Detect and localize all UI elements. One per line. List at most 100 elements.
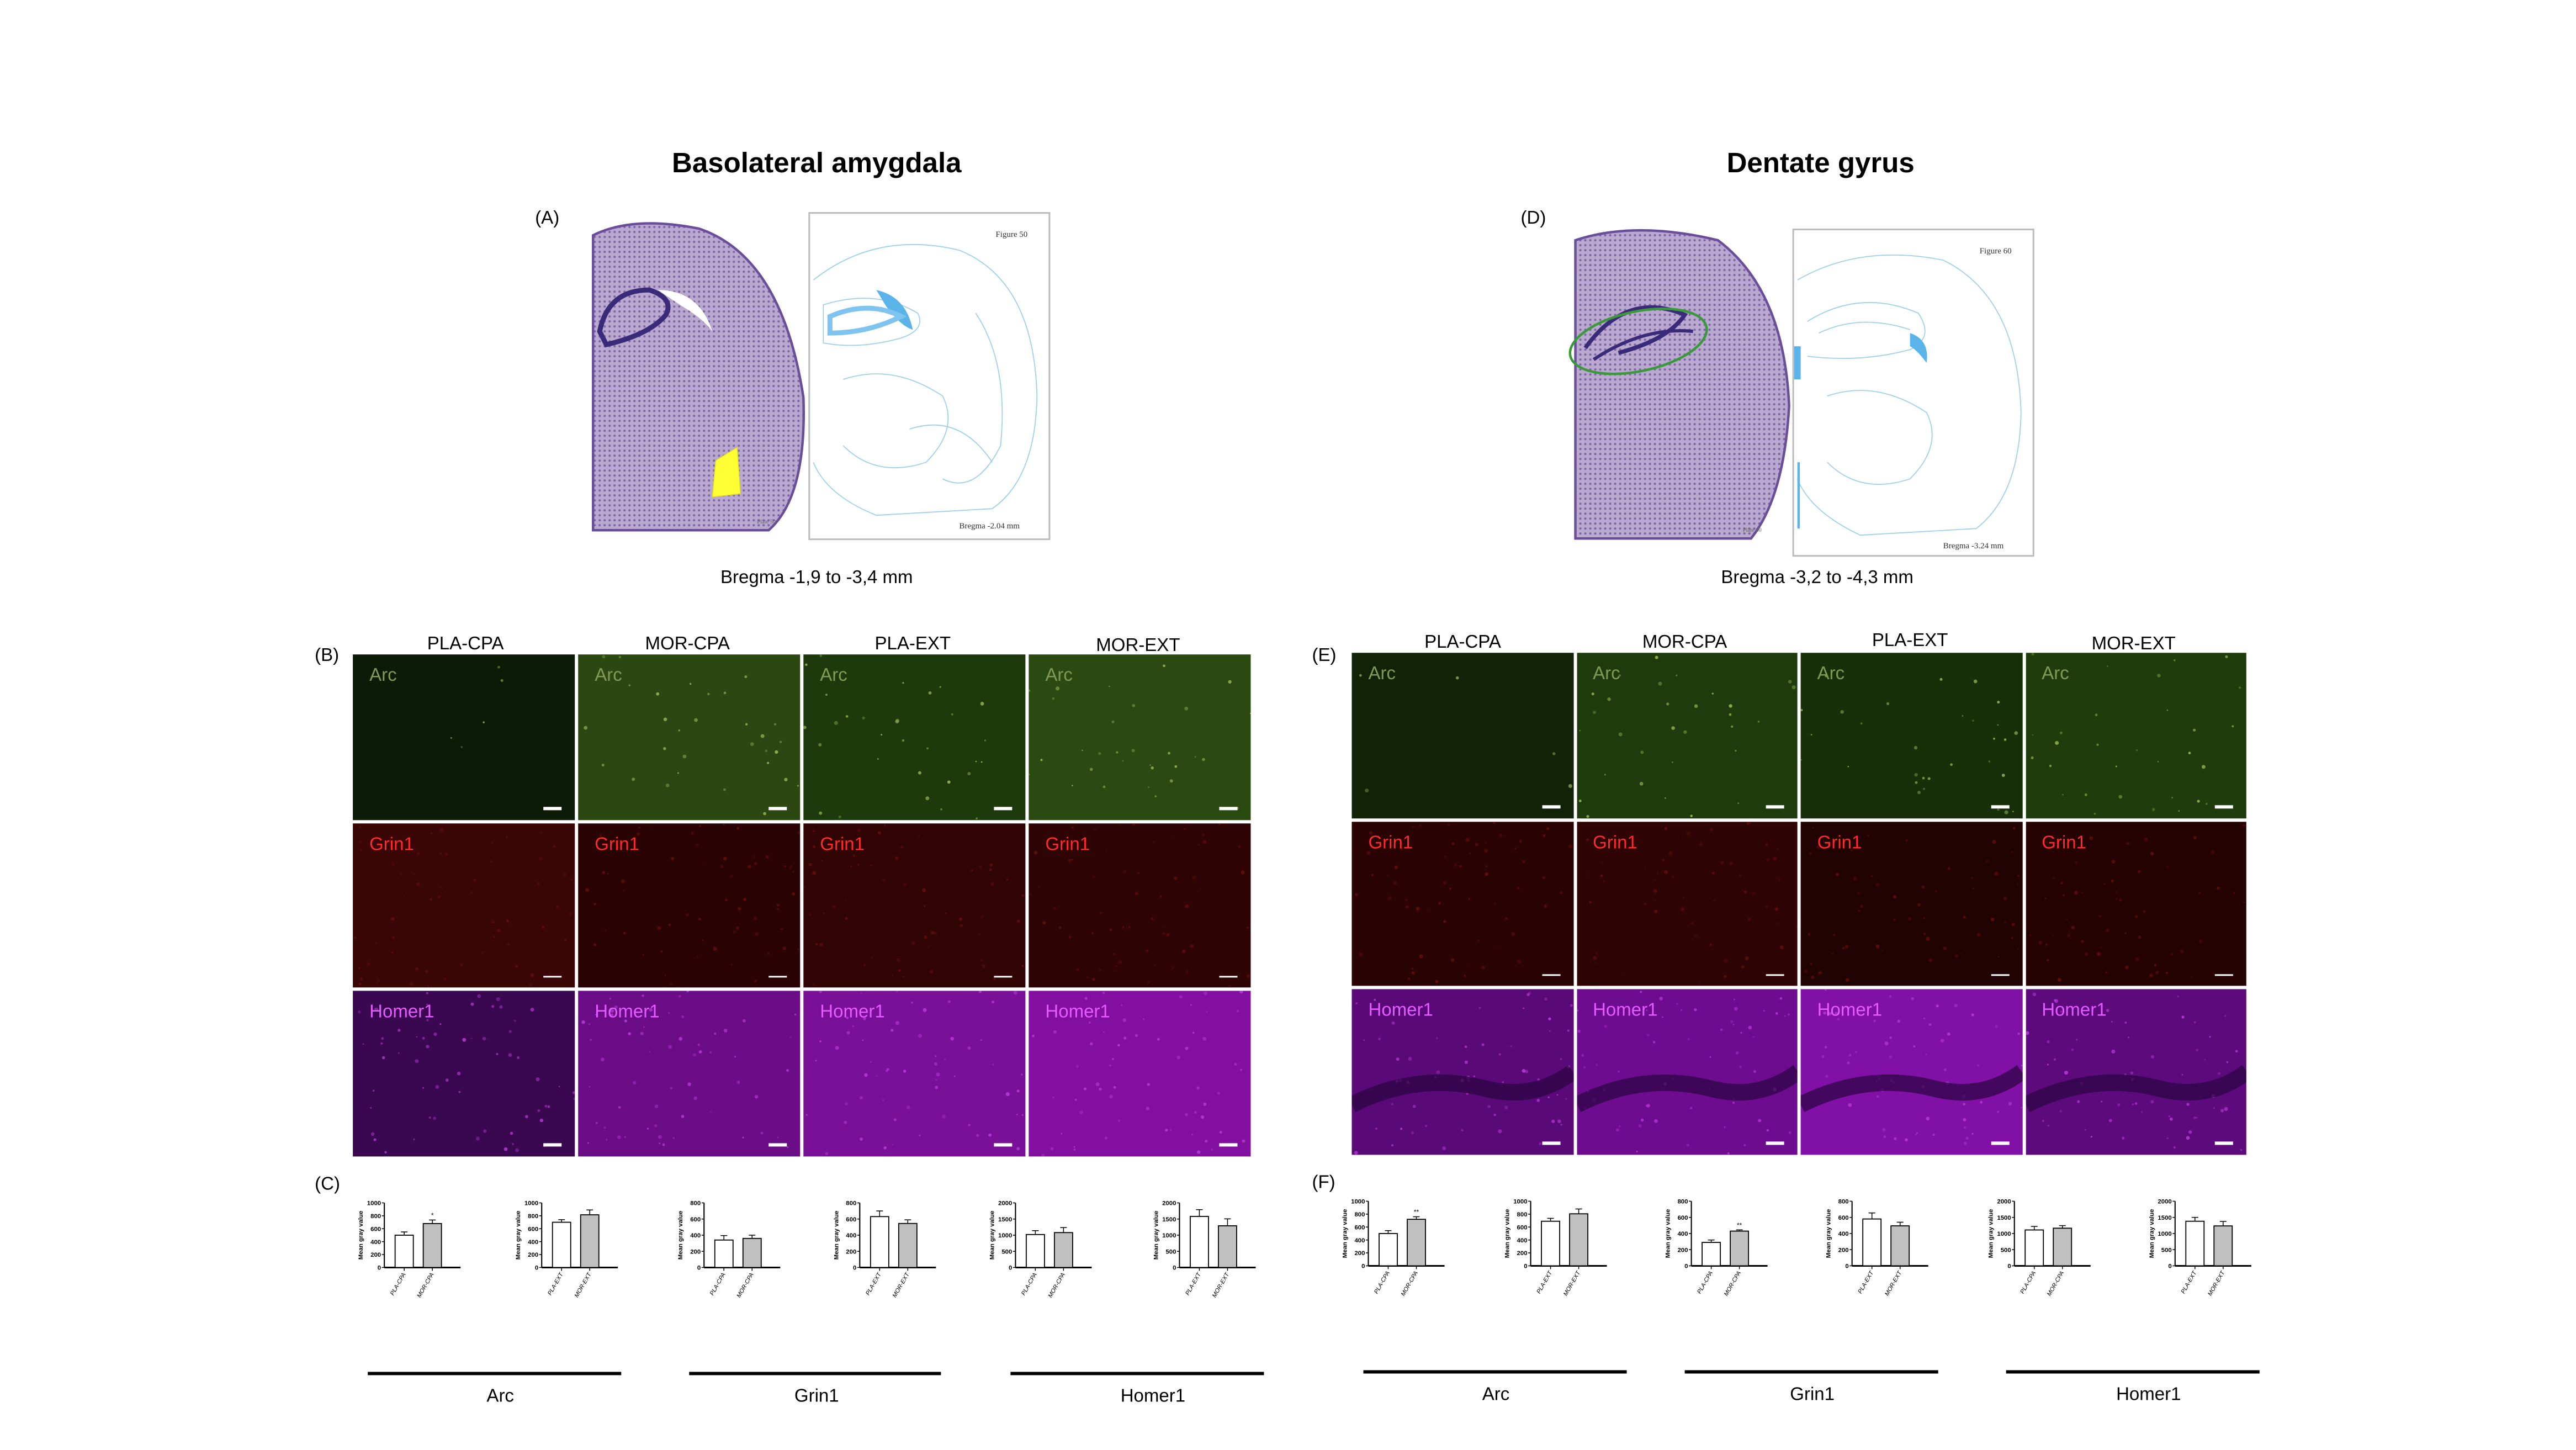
- dg-column-header: PLA-EXT: [1872, 631, 1948, 652]
- y-axis-label: Mean gray value: [1988, 1209, 1995, 1258]
- x-tick-label: PLA-CPA: [1373, 1270, 1391, 1295]
- bar-chart-F-arc-ext: 0 200 400 600 800 1000 Mean gray value PLA-EXT M…: [1494, 1188, 1644, 1353]
- y-tick-label: 0: [1009, 1265, 1012, 1272]
- marker-label: Homer1: [1368, 1001, 1433, 1022]
- micrograph-arc-mor-cpa: Arc: [578, 654, 801, 820]
- y-tick-label: 200: [1838, 1247, 1849, 1253]
- micrograph-arc-mor-ext: Arc: [2025, 653, 2246, 818]
- x-tick-label: PLA-CPA: [1020, 1272, 1038, 1296]
- y-axis-label: Mean gray value: [1826, 1209, 1832, 1258]
- scale-bar: [768, 807, 787, 810]
- y-axis-label: Mean gray value: [677, 1211, 684, 1260]
- marker-label: Homer1: [369, 1003, 434, 1023]
- y-tick-label: 200: [846, 1248, 856, 1255]
- x-tick-label: MOR-EXT: [574, 1271, 593, 1299]
- dg-column-header: PLA-CPA: [1424, 633, 1501, 653]
- x-tick-label: PLA-EXT: [1535, 1269, 1554, 1295]
- marker-label: Grin1: [595, 834, 639, 855]
- y-tick-label: 400: [370, 1239, 381, 1246]
- bar-chart-C-arc-cpa: 0 200 400 600 800 1000 Mean gray value PLA-CPA M…: [348, 1189, 497, 1355]
- svg-text:Figure 60: Figure 60: [1980, 247, 2012, 256]
- y-axis-label: Mean gray value: [1665, 1209, 1672, 1258]
- y-tick-label: 0: [853, 1265, 856, 1272]
- y-tick-label: 200: [1354, 1250, 1365, 1257]
- y-tick-label: 200: [1517, 1250, 1528, 1257]
- y-tick-label: 600: [690, 1216, 701, 1223]
- scale-bar: [994, 807, 1013, 810]
- bar-mor-ext: [580, 1214, 600, 1268]
- y-tick-label: 1500: [2158, 1215, 2171, 1221]
- y-axis-label: Mean gray value: [833, 1211, 840, 1260]
- dg-grin1-bracket: [1684, 1370, 1938, 1374]
- panel-label-a: (A): [535, 209, 560, 229]
- scale-bar: [1219, 1144, 1238, 1147]
- micrograph-grin1-mor-ext: Grin1: [1029, 823, 1251, 988]
- bar-pla-ext: [870, 1216, 889, 1268]
- x-tick-label: PLA-CPA: [389, 1272, 407, 1296]
- marker-label: Grin1: [2042, 833, 2086, 853]
- y-tick-label: 1000: [367, 1200, 381, 1207]
- bar-pla-cpa: [2024, 1229, 2044, 1267]
- scale-bar: [1541, 973, 1560, 977]
- scale-bar: [1541, 805, 1560, 808]
- bla-title: Basolateral amygdala: [672, 147, 962, 179]
- y-tick-label: 500: [1001, 1248, 1012, 1255]
- bar-chart-F-homer1-cpa: 0 500 1000 1500 2000 Mean gray value PLA-CPA MO…: [1978, 1188, 2127, 1353]
- y-tick-label: 800: [528, 1213, 538, 1220]
- bar-chart-C-grin1-ext: 0 200 400 600 800 Mean gray value PLA-EXT MOR-E…: [823, 1189, 972, 1355]
- bar-pla-cpa: [714, 1239, 734, 1268]
- y-tick-label: 500: [2161, 1247, 2172, 1253]
- y-tick-label: 2000: [998, 1200, 1012, 1207]
- scale-bar: [1990, 1142, 2009, 1145]
- x-tick-label: PLA-EXT: [547, 1271, 565, 1296]
- marker-label: Homer1: [1817, 1001, 1883, 1022]
- micrograph-grin1-mor-cpa: Grin1: [578, 823, 801, 988]
- bar-chart-C-grin1-cpa: 0 200 400 600 800 Mean gray value PLA-CPA MOR-C…: [667, 1189, 817, 1355]
- dg-group-label: Homer1: [2116, 1385, 2181, 1405]
- x-tick-label: MOR-CPA: [2046, 1270, 2065, 1297]
- bla-column-header: PLA-CPA: [427, 634, 504, 655]
- scale-bar: [1541, 1142, 1560, 1145]
- bar-pla-ext: [1862, 1218, 1882, 1267]
- marker-label: Homer1: [595, 1003, 660, 1023]
- x-tick-label: PLA-EXT: [1857, 1269, 1875, 1295]
- bar-pla-cpa: [1702, 1242, 1721, 1267]
- y-tick-label: 0: [1684, 1263, 1688, 1270]
- x-tick-label: MOR-EXT: [1884, 1269, 1904, 1297]
- y-tick-label: 600: [370, 1226, 381, 1232]
- micrograph-homer1-mor-cpa: Homer1: [578, 991, 801, 1157]
- bar-mor-ext: [898, 1223, 918, 1268]
- marker-label: Arc: [1045, 666, 1073, 686]
- bar-chart-F-homer1-ext: 0 500 1000 1500 2000 Mean gray value PLA-EXT MO…: [2139, 1188, 2288, 1353]
- micrograph-arc-mor-cpa: Arc: [1576, 653, 1798, 818]
- bar-pla-ext: [552, 1221, 571, 1268]
- micrograph-homer1-pla-ext: Homer1: [1800, 989, 2022, 1155]
- marker-label: Homer1: [1045, 1003, 1110, 1023]
- bla-nissl-section: Plate 50: [583, 215, 807, 533]
- bar-mor-ext: [1569, 1213, 1588, 1267]
- bla-group-label: Homer1: [1120, 1387, 1186, 1407]
- y-tick-label: 800: [1838, 1199, 1849, 1205]
- micrograph-grin1-mor-cpa: Grin1: [1576, 821, 1798, 987]
- scale-bar: [543, 1144, 562, 1147]
- marker-label: Homer1: [1593, 1001, 1658, 1022]
- y-tick-label: 1500: [1162, 1216, 1176, 1223]
- dg-bregma-range: Bregma -3,2 to -4,3 mm: [1721, 568, 1914, 589]
- y-axis-label: Mean gray value: [1504, 1209, 1511, 1258]
- significance-marker: *: [431, 1211, 434, 1219]
- svg-text:Figure 50: Figure 50: [995, 230, 1027, 239]
- bar-mor-ext: [1218, 1225, 1237, 1268]
- dg-arc-bracket: [1363, 1370, 1627, 1374]
- scale-bar: [1219, 807, 1238, 810]
- y-tick-label: 200: [1678, 1247, 1688, 1253]
- micrograph-grin1-pla-ext: Grin1: [803, 823, 1026, 988]
- micrograph-homer1-mor-cpa: Homer1: [1576, 989, 1798, 1155]
- panel-label-d: (D): [1520, 209, 1546, 229]
- scale-bar: [543, 807, 562, 810]
- micrograph-grin1-pla-ext: Grin1: [1800, 821, 2022, 987]
- x-tick-label: MOR-EXT: [1562, 1269, 1582, 1297]
- bar-mor-cpa: [1053, 1232, 1073, 1268]
- y-tick-label: 500: [1165, 1248, 1176, 1255]
- scale-bar: [1766, 805, 1784, 808]
